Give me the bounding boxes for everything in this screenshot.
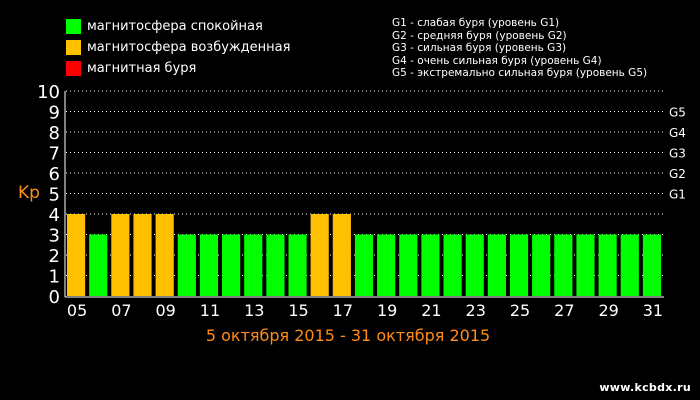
storm-level-g3: G3 - сильная буря (уровень G3) <box>392 42 567 55</box>
x-tick-label: 23 <box>466 301 486 320</box>
g-scale-label: G1 <box>669 188 686 202</box>
legend-swatch-storm <box>66 60 81 76</box>
bar <box>177 234 196 296</box>
bar <box>598 234 617 296</box>
y-tick-label: 1 <box>49 267 60 288</box>
legend-item-excited: магнитосфера возбужденная <box>66 38 290 56</box>
bar <box>465 234 484 296</box>
legend-label-quiet: магнитосфера спокойная <box>87 18 263 34</box>
y-tick-label: 9 <box>49 103 60 124</box>
bar <box>642 234 661 296</box>
bar <box>111 214 130 296</box>
bar <box>354 234 374 296</box>
x-tick-label: 31 <box>643 301 663 320</box>
bar <box>155 214 174 296</box>
bar <box>133 214 152 296</box>
x-tick-label: 27 <box>554 301 574 320</box>
x-tick-label: 11 <box>200 301 220 320</box>
bar <box>421 234 440 296</box>
bar <box>377 234 396 296</box>
y-tick-label: 8 <box>49 123 60 144</box>
bar <box>443 234 462 296</box>
legend-swatch-quiet <box>66 18 81 34</box>
x-tick-label: 29 <box>598 301 618 320</box>
bar <box>487 234 506 296</box>
storm-level-g1: G1 - слабая буря (уровень G1) <box>392 17 560 29</box>
storm-level-g2: G2 - средняя буря (уровень G2) <box>392 29 567 42</box>
legend-swatch-excited <box>66 39 81 55</box>
date-range-label: 5 октября 2015 - 31 октября 2015 <box>206 326 490 345</box>
bar <box>310 214 329 296</box>
bar <box>620 234 639 296</box>
bar <box>89 234 108 296</box>
g-scale-label: G5 <box>669 106 686 120</box>
y-tick-label: 2 <box>49 246 60 267</box>
g-scale-label: G4 <box>669 126 686 140</box>
legend-item-quiet: магнитосфера спокойная <box>66 17 263 35</box>
g-scale-label: G3 <box>669 147 686 161</box>
legend-label-storm: магнитная буря <box>87 60 197 76</box>
bar <box>288 234 307 296</box>
x-tick-label: 25 <box>510 301 530 320</box>
y-tick-label: 5 <box>49 185 60 206</box>
x-tick-label: 21 <box>421 301 441 320</box>
x-tick-label: 17 <box>333 301 353 320</box>
bar <box>332 214 351 296</box>
y-axis-title: Kp <box>18 183 40 203</box>
bar <box>199 234 219 296</box>
x-tick-label: 09 <box>155 301 175 320</box>
bar <box>554 234 573 296</box>
bar <box>67 214 86 296</box>
y-tick-label: 0 <box>49 287 60 308</box>
bar <box>576 234 595 296</box>
site-watermark: www.kcbdx.ru <box>599 381 691 394</box>
storm-level-g4: G4 - очень сильная буря (уровень G4) <box>392 54 602 67</box>
x-tick-label: 19 <box>377 301 397 320</box>
legend-label-excited: магнитосфера возбужденная <box>87 39 291 55</box>
x-tick-label: 13 <box>244 301 264 320</box>
storm-level-legend: G1 - слабая буря (уровень G1) G2 - средн… <box>392 17 647 80</box>
y-tick-label: 4 <box>49 205 60 226</box>
x-tick-label: 15 <box>288 301 308 320</box>
y-tick-label: 3 <box>49 226 60 247</box>
bar <box>244 234 263 296</box>
x-tick-label: 05 <box>67 301 87 320</box>
legend-item-storm: магнитная буря <box>66 59 196 77</box>
bar <box>222 234 241 296</box>
bar <box>532 234 551 296</box>
bar <box>509 234 529 296</box>
y-tick-label: 7 <box>49 144 60 165</box>
g-scale-label: G2 <box>669 167 686 181</box>
storm-level-g5: G5 - экстремально сильная буря (уровень … <box>392 67 648 80</box>
bar <box>399 234 418 296</box>
y-tick-label: 6 <box>49 164 60 185</box>
bar <box>266 234 285 296</box>
y-tick-label: 10 <box>37 82 60 103</box>
x-tick-label: 07 <box>111 301 131 320</box>
